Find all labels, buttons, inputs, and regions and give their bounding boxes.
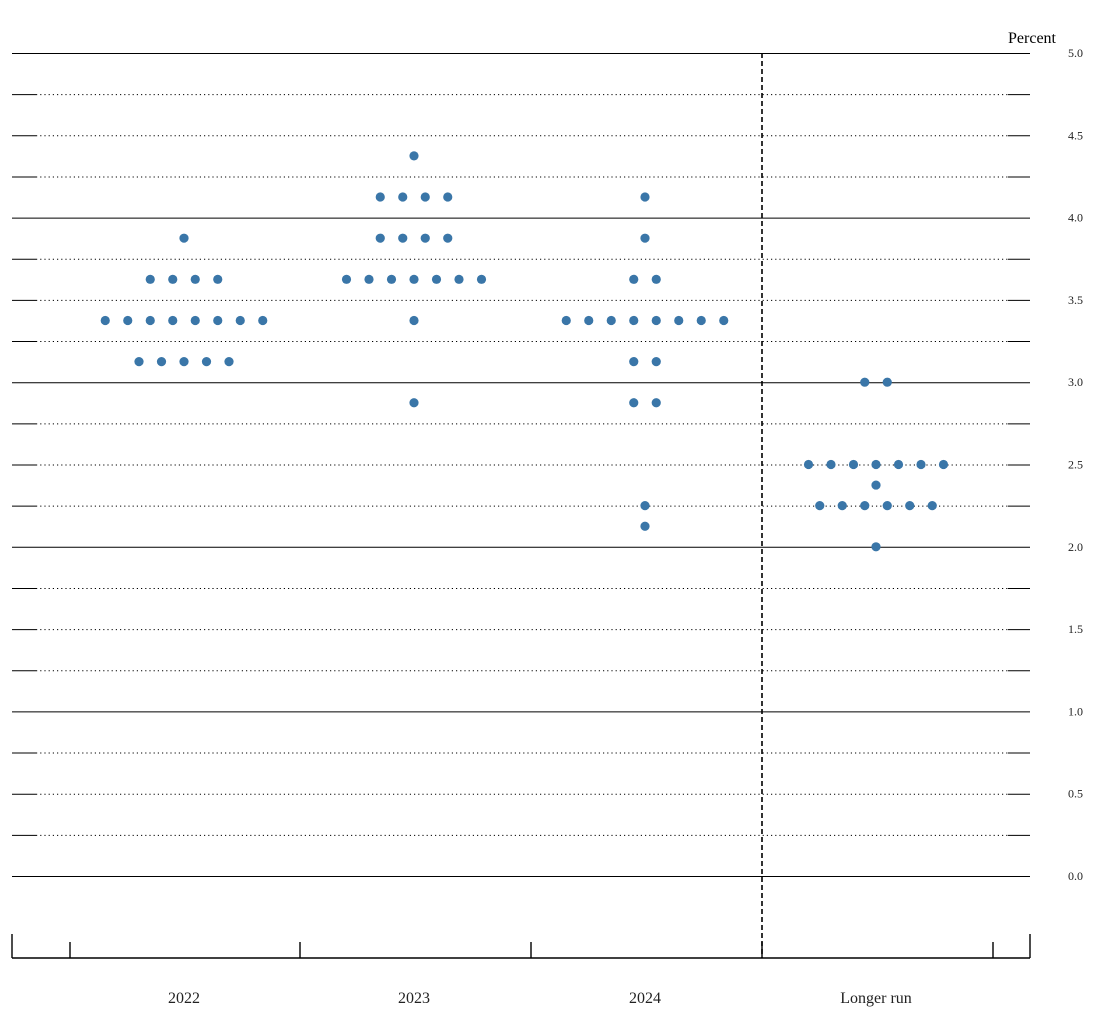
- participant-dot: [584, 315, 594, 326]
- y-axis-unit-label: Percent: [1008, 30, 1057, 47]
- participant-dot: [341, 274, 352, 284]
- participant-dot: [871, 542, 881, 552]
- participant-dot: [190, 315, 200, 326]
- participant-dot: [696, 315, 706, 326]
- participant-dot: [651, 357, 661, 367]
- participant-dot: [882, 501, 892, 511]
- participant-dot: [848, 459, 859, 470]
- participant-dot: [651, 315, 661, 326]
- y-tick-label: 1.5: [1068, 622, 1083, 636]
- y-tick-label: 0.5: [1068, 787, 1083, 801]
- x-category-label: Longer run: [840, 990, 912, 1007]
- participant-dot: [629, 274, 639, 284]
- participant-dot: [235, 315, 245, 326]
- participant-dot: [364, 274, 374, 284]
- text-layer: Percent 0.0 0.5 1.0 1.5 2.0 2.5 3.0 3.5 4.0 4.5 5.…: [168, 30, 1083, 1007]
- participant-dot: [168, 315, 178, 326]
- participant-dot: [719, 315, 729, 326]
- participant-dot: [190, 274, 200, 284]
- participant-dot: [443, 233, 453, 243]
- participant-dot: [420, 192, 430, 202]
- participant-dot: [386, 274, 397, 284]
- y-tick-label: 0.0: [1068, 869, 1083, 883]
- y-tick-label: 1.0: [1068, 704, 1083, 718]
- participant-dot: [258, 315, 268, 326]
- participant-dot: [860, 377, 870, 387]
- participant-dot: [100, 315, 110, 326]
- participant-dot: [916, 459, 926, 470]
- participant-dot: [606, 315, 616, 326]
- participant-dot: [409, 151, 419, 161]
- participant-dot: [561, 315, 571, 326]
- participant-dot: [905, 501, 915, 511]
- participant-dot: [927, 501, 937, 511]
- grid-layer: [12, 53, 1030, 958]
- participant-dot: [938, 459, 949, 470]
- x-category-label: 2023: [398, 990, 430, 1007]
- participant-dot: [409, 315, 419, 326]
- participant-dot: [803, 459, 814, 470]
- participant-dot: [882, 377, 892, 387]
- x-category-label: 2022: [168, 990, 200, 1007]
- participant-dot: [640, 501, 650, 511]
- participant-dot: [156, 357, 167, 367]
- participant-dot: [674, 315, 684, 326]
- participant-dot: [837, 501, 847, 511]
- axis-layer: [11, 934, 1031, 959]
- participant-dot: [640, 521, 650, 531]
- participant-dot: [826, 459, 836, 470]
- y-tick-label: 3.5: [1068, 293, 1083, 307]
- participant-dot: [443, 192, 453, 202]
- participant-dot: [168, 274, 178, 284]
- participant-dot: [431, 274, 442, 284]
- participant-dot: [476, 274, 487, 284]
- participant-dot: [454, 274, 464, 284]
- y-tick-label: 2.0: [1068, 540, 1083, 554]
- participant-dot: [123, 315, 133, 326]
- participant-dot: [201, 357, 212, 367]
- participant-dot: [420, 233, 430, 243]
- dots-layer: [100, 151, 949, 552]
- y-tick-label: 5.0: [1068, 46, 1083, 60]
- participant-dot: [640, 192, 650, 202]
- participant-dot: [145, 315, 155, 326]
- participant-dot: [893, 459, 904, 470]
- participant-dot: [145, 274, 155, 284]
- participant-dot: [871, 480, 881, 490]
- participant-dot: [179, 233, 189, 243]
- participant-dot: [409, 274, 419, 284]
- participant-dot: [398, 192, 408, 202]
- participant-dot: [871, 459, 881, 470]
- participant-dot: [629, 357, 639, 367]
- participant-dot: [651, 398, 661, 408]
- participant-dot: [213, 315, 223, 326]
- participant-dot: [375, 233, 385, 243]
- participant-dot: [860, 501, 870, 511]
- participant-dot: [815, 501, 825, 511]
- participant-dot: [651, 274, 661, 284]
- y-tick-label: 4.5: [1068, 128, 1083, 142]
- participant-dot: [398, 233, 408, 243]
- participant-dot: [409, 398, 419, 408]
- participant-dot: [629, 315, 639, 326]
- y-tick-label: 2.5: [1068, 458, 1083, 472]
- x-category-label: 2024: [629, 990, 661, 1007]
- participant-dot: [134, 357, 144, 367]
- y-tick-label: 3.0: [1068, 375, 1083, 389]
- participant-dot: [629, 398, 639, 408]
- participant-dot: [213, 274, 223, 284]
- y-tick-label: 4.0: [1068, 211, 1083, 225]
- participant-dot: [375, 192, 385, 202]
- participant-dot: [640, 233, 650, 243]
- participant-dot: [179, 357, 189, 367]
- participant-dot: [224, 357, 234, 367]
